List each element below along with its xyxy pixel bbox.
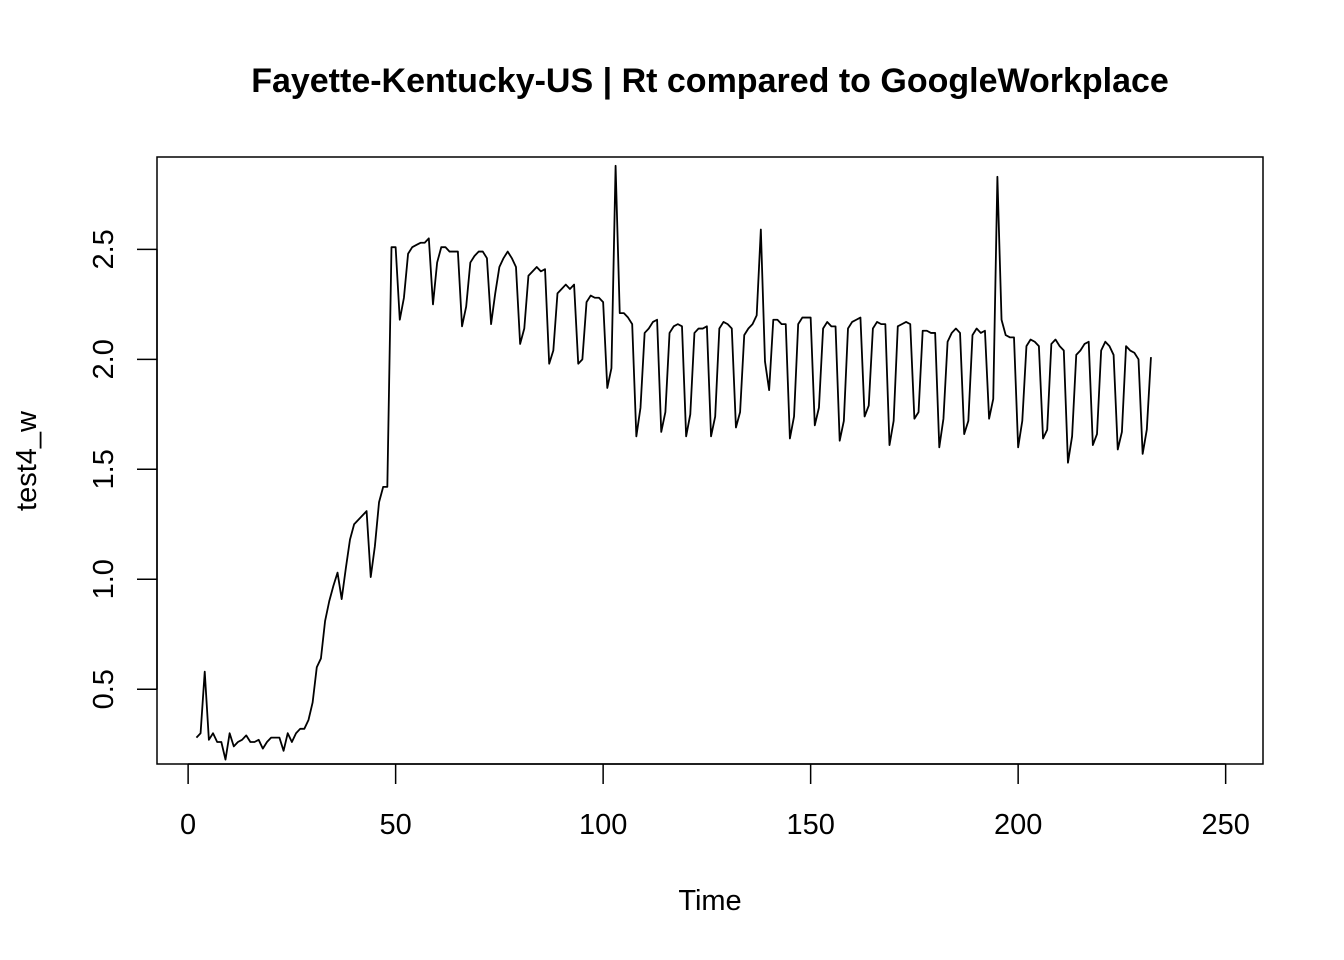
y-axis: 0.5 1.0 1.5 2.0 2.5 xyxy=(88,229,158,709)
plot-frame xyxy=(156,156,1264,765)
series-line xyxy=(195,164,1152,761)
x-tick-label: 150 xyxy=(786,809,834,841)
x-tick-label: 50 xyxy=(379,809,411,841)
x-tick-label: 0 xyxy=(180,809,196,841)
x-tick-label: 250 xyxy=(1201,809,1249,841)
y-tick-label: 0.5 xyxy=(88,669,120,709)
x-axis-label: Time xyxy=(678,885,741,917)
chart-title: Fayette-Kentucky-US | Rt compared to Goo… xyxy=(251,62,1169,100)
y-tick-label: 2.0 xyxy=(88,339,120,379)
x-tick-label: 200 xyxy=(994,809,1042,841)
y-axis-label: test4_w xyxy=(11,410,43,511)
plot-area xyxy=(195,164,1152,761)
y-tick-label: 2.5 xyxy=(88,229,120,269)
y-tick-label: 1.5 xyxy=(88,449,120,489)
x-axis: 0 50 100 150 200 250 xyxy=(180,763,1250,841)
x-tick-label: 100 xyxy=(579,809,627,841)
y-tick-label: 1.0 xyxy=(88,559,120,599)
